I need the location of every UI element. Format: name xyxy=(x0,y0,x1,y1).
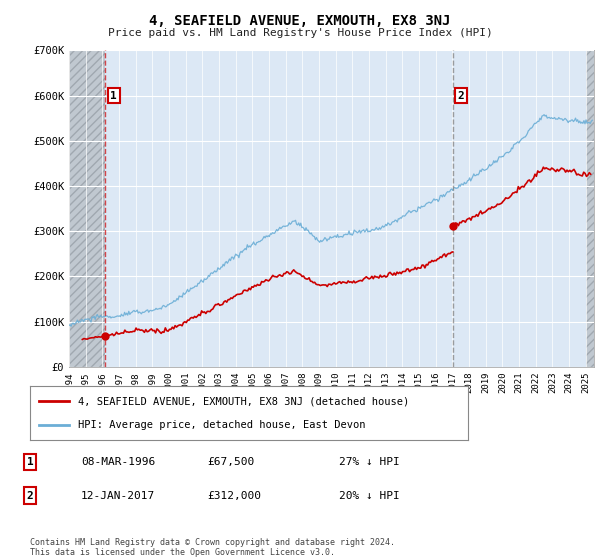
Bar xyxy=(586,50,594,367)
Text: 4, SEAFIELD AVENUE, EXMOUTH, EX8 3NJ (detached house): 4, SEAFIELD AVENUE, EXMOUTH, EX8 3NJ (de… xyxy=(78,396,409,407)
Text: Price paid vs. HM Land Registry's House Price Index (HPI): Price paid vs. HM Land Registry's House … xyxy=(107,28,493,38)
Text: 2: 2 xyxy=(458,91,464,101)
Text: HPI: Average price, detached house, East Devon: HPI: Average price, detached house, East… xyxy=(78,419,365,430)
Text: 20% ↓ HPI: 20% ↓ HPI xyxy=(339,491,400,501)
Text: £312,000: £312,000 xyxy=(207,491,261,501)
Text: 2: 2 xyxy=(26,491,34,501)
Text: 1: 1 xyxy=(26,457,34,467)
Text: 1: 1 xyxy=(110,91,117,101)
Text: 4, SEAFIELD AVENUE, EXMOUTH, EX8 3NJ: 4, SEAFIELD AVENUE, EXMOUTH, EX8 3NJ xyxy=(149,14,451,28)
Text: 08-MAR-1996: 08-MAR-1996 xyxy=(81,457,155,467)
Text: 12-JAN-2017: 12-JAN-2017 xyxy=(81,491,155,501)
Text: Contains HM Land Registry data © Crown copyright and database right 2024.
This d: Contains HM Land Registry data © Crown c… xyxy=(30,538,395,557)
Bar xyxy=(69,50,106,367)
Text: 27% ↓ HPI: 27% ↓ HPI xyxy=(339,457,400,467)
Text: £67,500: £67,500 xyxy=(207,457,254,467)
